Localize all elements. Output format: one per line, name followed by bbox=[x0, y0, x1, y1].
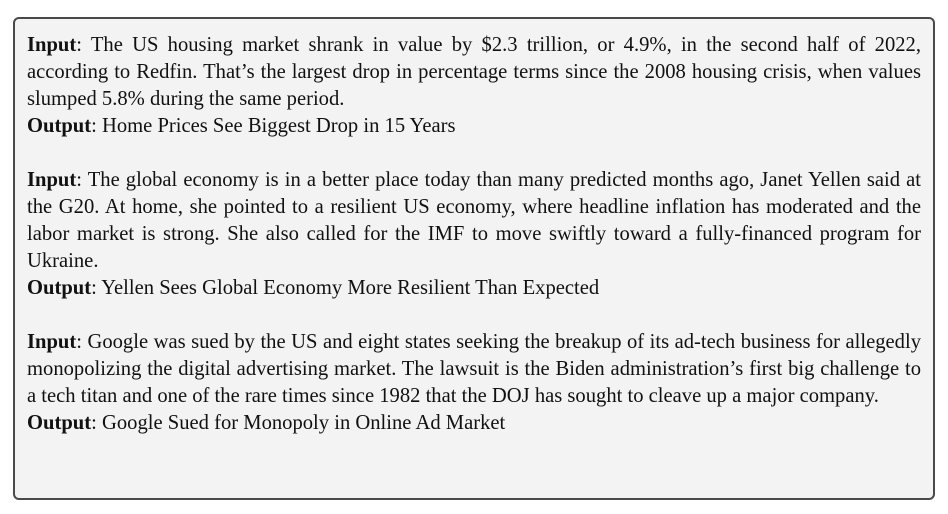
example-3: Input: Google was sued by the US and eig… bbox=[27, 329, 921, 437]
output-line: Output: Home Prices See Biggest Drop in … bbox=[27, 115, 456, 137]
input-text: Google was sued by the US and eight stat… bbox=[27, 331, 921, 407]
output-line: Output: Yellen Sees Global Economy More … bbox=[27, 277, 600, 299]
output-label: Output bbox=[27, 412, 92, 434]
output-text: Home Prices See Biggest Drop in 15 Years bbox=[101, 115, 456, 137]
input-label: Input bbox=[27, 34, 77, 56]
output-text: Yellen Sees Global Economy More Resilien… bbox=[101, 277, 600, 299]
output-label: Output bbox=[27, 277, 92, 299]
input-text: The global economy is in a better place … bbox=[27, 169, 922, 272]
example-2: Input: The global economy is in a better… bbox=[27, 167, 921, 302]
input-label: Input bbox=[27, 169, 77, 191]
examples-box: Input: The US housing market shrank in v… bbox=[13, 17, 935, 500]
output-label: Output bbox=[27, 115, 92, 137]
input-label: Input bbox=[27, 331, 77, 353]
output-text: Google Sued for Monopoly in Online Ad Ma… bbox=[101, 412, 506, 434]
input-text: The US housing market shrank in value by… bbox=[27, 34, 921, 110]
output-line: Output: Google Sued for Monopoly in Onli… bbox=[27, 412, 506, 434]
example-1: Input: The US housing market shrank in v… bbox=[27, 32, 921, 140]
